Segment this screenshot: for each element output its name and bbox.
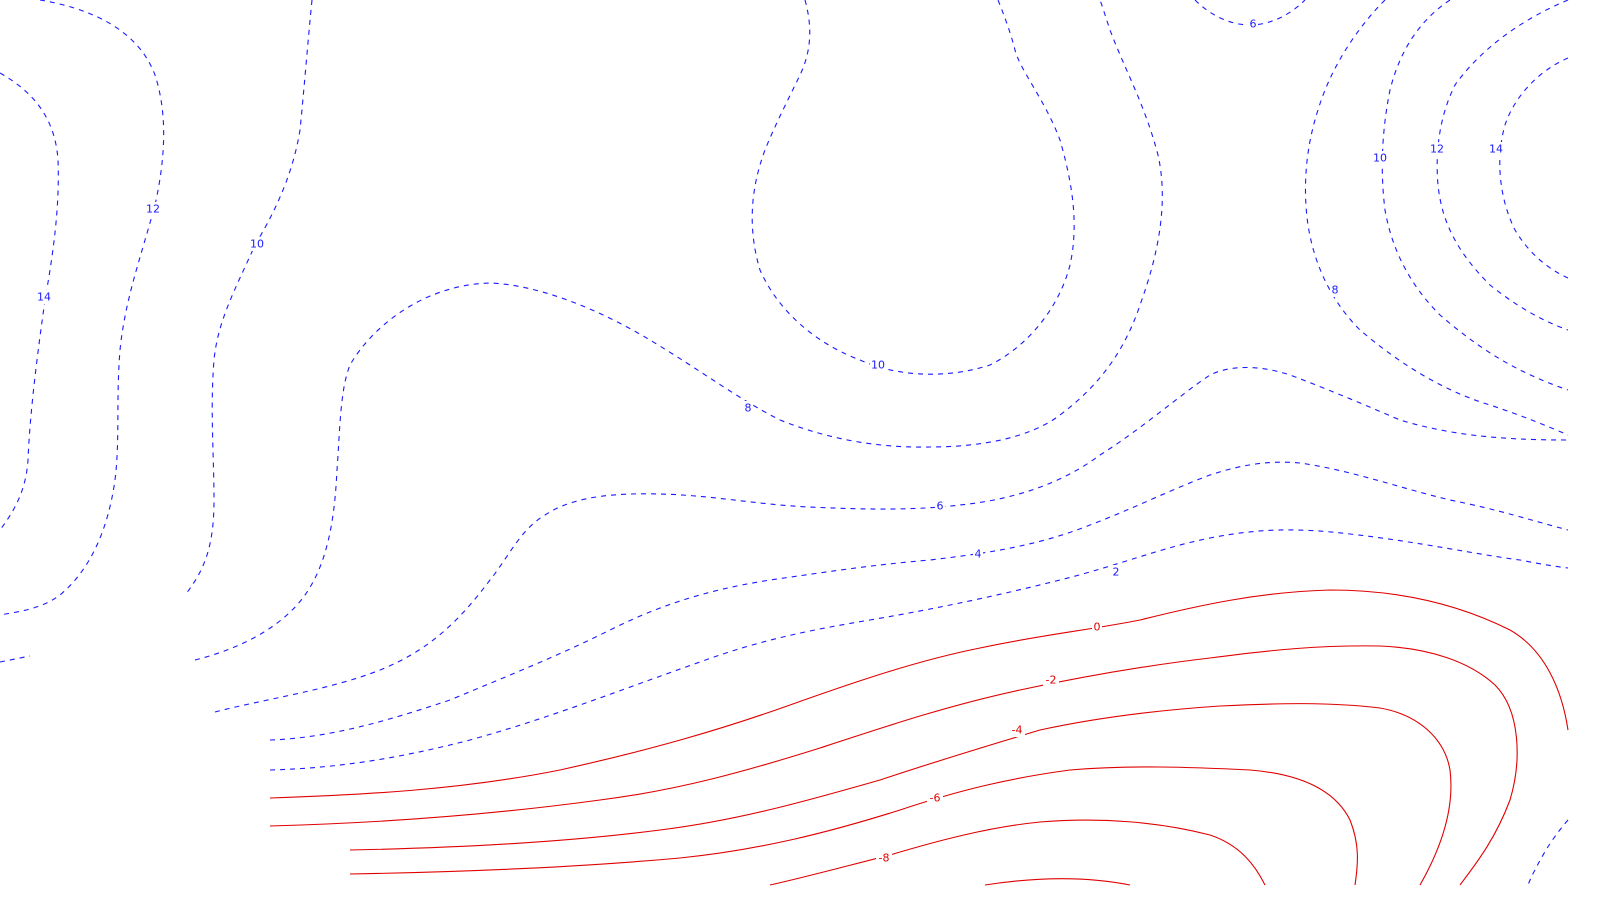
contour-line-east-corner [1527,819,1569,886]
contour-line-8 [194,0,1163,661]
contour-label-top-6: 6 [1248,17,1258,31]
contour-line-west-10b [0,655,31,663]
contour-label-text: 10 [250,238,264,251]
contour-line-m8 [769,819,1266,886]
contour-label-text: 10 [871,359,885,372]
contour-line-east-10 [1381,0,1569,391]
contour-line-m4 [349,703,1452,886]
contour-label-text: -2 [1046,674,1057,687]
contour-label-text: 6 [937,500,944,513]
contour-label-m4: -4 [1009,723,1025,737]
contour-line-east-12 [1436,0,1569,331]
contour-label-east-10: 10 [1372,151,1388,165]
contour-line-m10 [984,878,1131,886]
contour-line-m2 [269,645,1518,886]
contour-label-text: 12 [146,203,160,216]
contour-label-text: 8 [1332,284,1339,297]
contour-line-6 [214,366,1569,713]
contour-labels: 14 12 10 10 8 6 4 2 [36,17,1504,865]
contour-label-center-10: 10 [870,358,886,372]
contour-label-text: 8 [745,402,752,415]
contour-label-west-14: 14 [36,290,52,304]
contour-label-m8: -8 [876,851,892,865]
contour-line-west-10 [184,0,313,596]
contour-line-0 [269,589,1569,799]
contour-line-4 [269,461,1569,741]
contour-label-east-14: 14 [1488,142,1504,156]
contour-label-text: 2 [1113,566,1120,579]
contour-line-center-10 [751,0,1075,375]
contour-label-6: 6 [935,499,945,513]
contour-label-text: 10 [1373,152,1387,165]
contour-label-m2: -2 [1043,673,1059,687]
contour-label-text: 14 [37,291,51,304]
contour-label-text: -6 [930,792,941,805]
contour-label-text: 12 [1430,143,1444,156]
contour-label-0: 0 [1092,620,1102,634]
contour-line-west-12 [0,0,165,616]
contour-label-east-8: 8 [1330,283,1340,297]
contour-label-text: 6 [1250,18,1257,31]
contour-line-2 [269,529,1569,771]
contour-label-8: 8 [743,401,753,415]
contour-label-text: 0 [1094,621,1101,634]
contour-label-4: 4 [973,547,983,561]
contour-line-east-14 [1499,57,1569,279]
contour-label-west-12: 12 [145,202,161,216]
contour-label-text: -4 [1012,724,1023,737]
contour-label-text: -8 [879,852,890,865]
contour-line-east-8 [1304,0,1569,436]
contour-label-m6: -6 [927,791,943,805]
contour-label-text: 4 [975,548,982,561]
contour-line-m6 [349,766,1358,886]
contour-label-text: 14 [1489,143,1503,156]
contour-label-west-10: 10 [249,237,265,251]
contour-label-2: 2 [1111,565,1121,579]
contour-label-east-12: 12 [1429,142,1445,156]
